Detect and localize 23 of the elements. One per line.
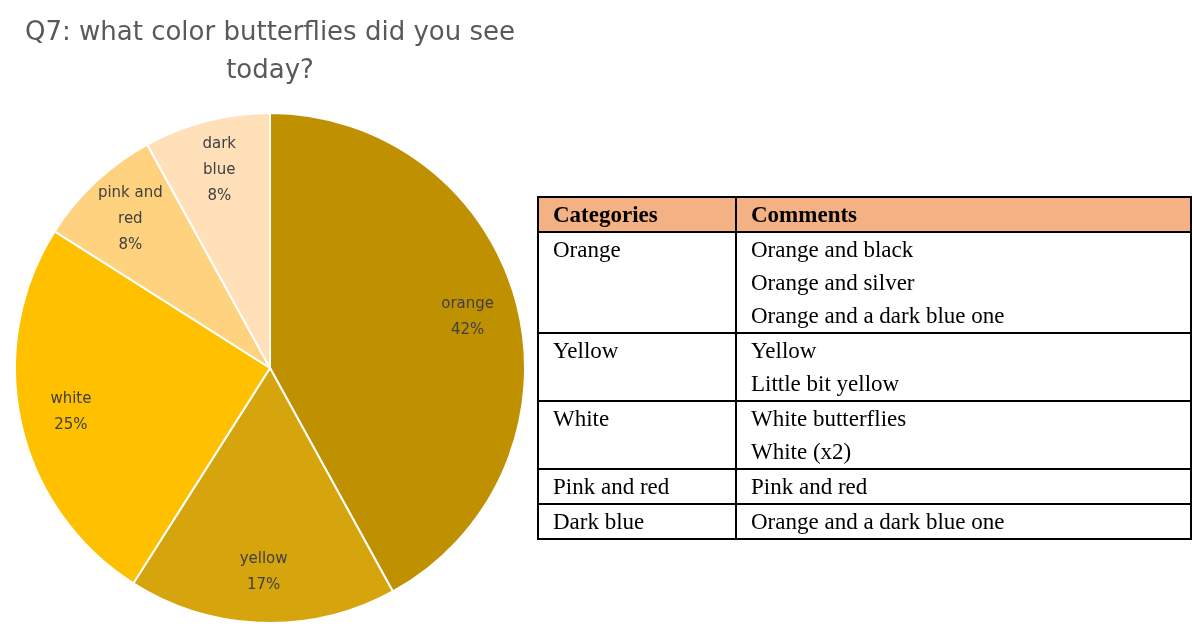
category-label: Comments bbox=[736, 197, 1191, 232]
category-label: Categories bbox=[538, 197, 736, 232]
data-label: 8% bbox=[207, 186, 232, 205]
slice-label: orange bbox=[441, 294, 494, 313]
data-label: 42% bbox=[450, 320, 485, 339]
text: White butterflies White (x2) bbox=[751, 406, 907, 464]
category-label: Orange bbox=[553, 237, 621, 262]
slice-label: yellow bbox=[239, 548, 288, 567]
category-label: Pink and red bbox=[553, 474, 670, 499]
data-label: 17% bbox=[246, 574, 281, 593]
data-label: 8% bbox=[118, 235, 143, 254]
slice-label: pink and red bbox=[97, 183, 163, 228]
category-label: Yellow bbox=[553, 338, 619, 363]
text: Yellow Little bit yellow bbox=[751, 338, 900, 396]
category-label: White bbox=[553, 406, 610, 431]
category-label: Dark blue bbox=[553, 509, 645, 534]
text: Orange and black Orange and silver Orange and a dark blue one bbox=[751, 237, 1005, 328]
data-label: 25% bbox=[54, 415, 88, 434]
slice-label: dark blue bbox=[202, 134, 237, 179]
chart-title: Q7: what color butterflies did you see today? bbox=[24, 15, 516, 86]
text: Pink and red bbox=[751, 474, 868, 499]
text: Orange and a dark blue one bbox=[751, 509, 1005, 534]
slice-label: white bbox=[50, 389, 92, 408]
